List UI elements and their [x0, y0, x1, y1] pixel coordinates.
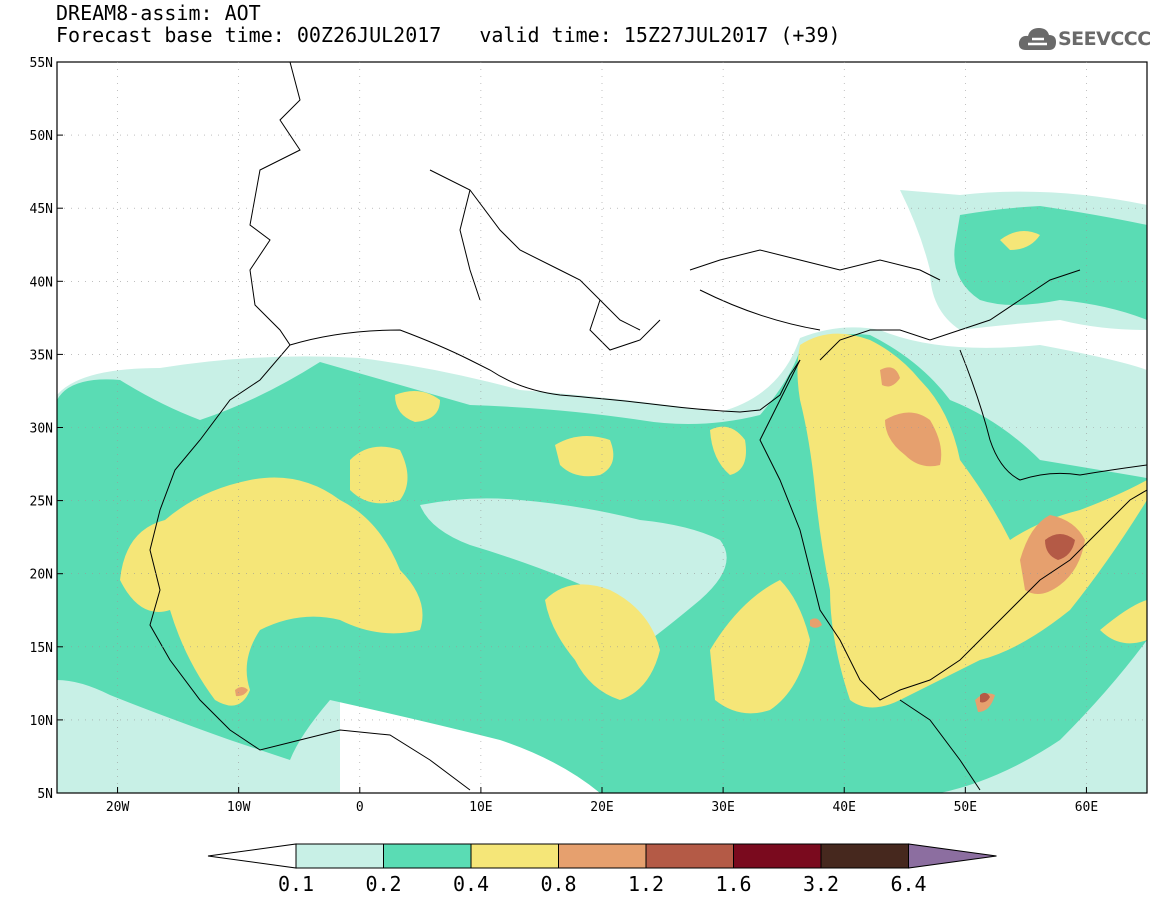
lon-label: 20W [106, 800, 130, 815]
colorbar-label: 0.2 [365, 872, 401, 896]
aot-fields [57, 190, 1147, 793]
lon-label: 10E [469, 800, 492, 815]
colorbar [207, 843, 997, 869]
colorbar-label: 0.4 [453, 872, 489, 896]
colorbar-segment [383, 843, 472, 869]
colorbar-segment [645, 843, 734, 869]
aot-band-0.4 [120, 231, 1147, 714]
lon-label: 30E [711, 800, 734, 815]
colorbar-segment [733, 843, 822, 869]
lat-label: 35N [30, 348, 53, 363]
time-info: Forecast base time: 00Z26JUL2017 valid ti… [56, 24, 841, 46]
aot-band-0.1-gap [420, 498, 727, 640]
lat-label: 45N [30, 202, 53, 217]
lat-label: 55N [30, 56, 53, 71]
colorbar-label: 6.4 [890, 872, 926, 896]
lon-label: 10W [227, 800, 251, 815]
longitude-labels: 20W 10W 0 10E 20E 30E 40E 50E 60E [106, 800, 1098, 815]
lon-label: 0 [356, 800, 364, 815]
logo-text: SEEVCCC [1058, 28, 1151, 50]
product-title: DREAM8-assim: AOT [56, 1, 261, 25]
lon-label: 20E [590, 800, 613, 815]
cloud-icon [1018, 28, 1056, 50]
lat-label: 40N [30, 275, 53, 290]
lat-label: 50N [30, 129, 53, 144]
aot-band-1.2 [980, 534, 1075, 703]
coastlines [149, 62, 1147, 791]
lon-label: 60E [1075, 800, 1098, 815]
latitude-labels: 55N 50N 45N 40N 35N 30N 25N 20N 15N 10N 5N [30, 56, 53, 802]
colorbar-label: 1.2 [628, 872, 664, 896]
lon-label: 40E [832, 800, 855, 815]
base-time: Forecast base time: 00Z26JUL2017 [56, 23, 442, 47]
colorbar-segment [820, 843, 909, 869]
valid-time: valid time: 15Z27JUL2017 (+39) [479, 23, 841, 47]
lat-label: 15N [30, 641, 53, 656]
lat-label: 5N [37, 787, 53, 802]
colorbar-under-triangle [207, 843, 297, 869]
colorbar-segment [295, 843, 384, 869]
lon-label: 50E [954, 800, 977, 815]
lat-label: 10N [30, 714, 53, 729]
colorbar-label: 1.6 [715, 872, 751, 896]
colorbar-label: 0.8 [540, 872, 576, 896]
lat-label: 30N [30, 422, 53, 437]
colorbar-segment [558, 843, 647, 869]
graticule [57, 61, 1147, 794]
colorbar-label: 0.1 [278, 872, 314, 896]
lat-label: 25N [30, 495, 53, 510]
colorbar-segment [470, 843, 559, 869]
colorbar-labels: 0.1 0.2 0.4 0.8 1.2 1.6 3.2 6.4 [278, 872, 927, 896]
colorbar-label: 3.2 [803, 872, 839, 896]
lat-label: 20N [30, 568, 53, 583]
colorbar-over-triangle [908, 843, 997, 869]
